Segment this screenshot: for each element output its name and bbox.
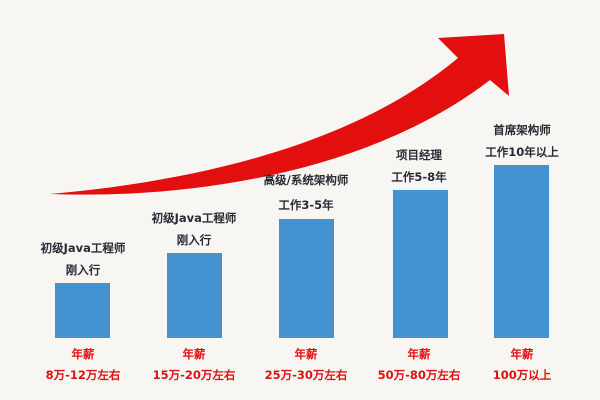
salary-4: 年薪 50万-80万左右 (377, 347, 461, 382)
salary-1: 年薪 8万-12万左右 (45, 347, 121, 382)
bar-3 (279, 219, 334, 338)
bar-4 (393, 190, 448, 338)
salary-5: 年薪 100万以上 (492, 347, 552, 382)
bar-label-4: 项目经理 工作5-8年 (391, 148, 447, 184)
salary-2: 年薪 15万-20万左右 (152, 347, 236, 382)
bar-1 (55, 283, 110, 338)
bar-2 (167, 253, 222, 338)
bar-label-2: 初级Java工程师 刚入行 (151, 211, 237, 247)
bar-5 (494, 165, 549, 338)
salary-3: 年薪 25万-30万左右 (264, 347, 348, 382)
bar-label-1: 初级Java工程师 刚入行 (40, 241, 126, 277)
bar-label-3: 高级/系统架构师 工作3-5年 (263, 173, 349, 212)
bar-label-5: 首席架构师 工作10年以上 (485, 123, 559, 159)
